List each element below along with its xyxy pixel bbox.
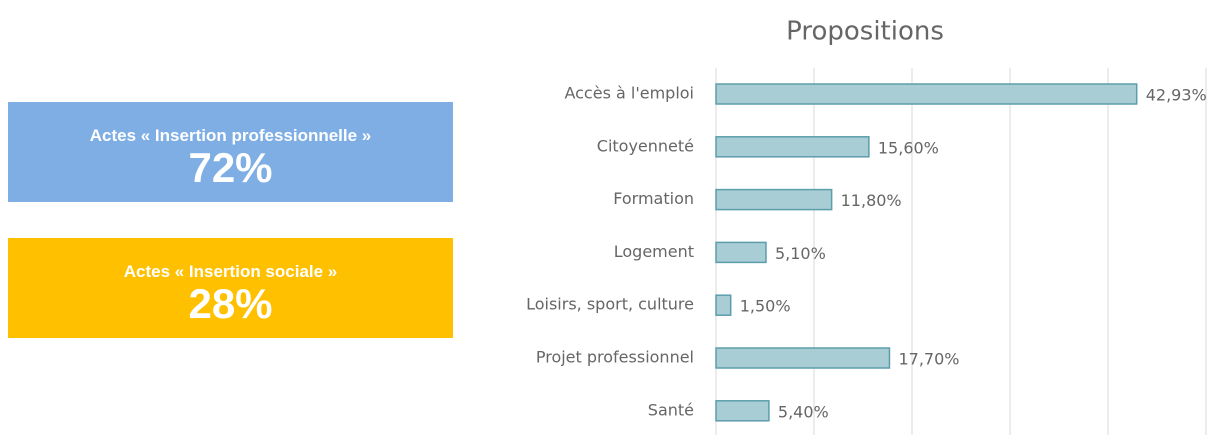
bar [715,347,891,369]
bar [715,241,767,264]
data-label: 5,40% [778,402,829,421]
bar [715,136,870,158]
data-label: 17,70% [898,350,959,369]
y-tick-label: Accès à l'emploi [564,84,694,103]
data-label: 1,50% [740,297,791,316]
data-label: 15,60% [878,138,939,157]
y-tick-label: Projet professionnel [536,348,694,367]
summary-panel: Actes « Insertion sociale » 28% [8,238,453,338]
panel-label: Actes « Insertion professionnelle » [89,126,372,145]
data-label: 42,93% [1146,86,1207,105]
y-tick-label: Logement [614,242,694,261]
y-tick-label: Citoyenneté [597,136,694,155]
bar [715,400,770,422]
y-tick-label: Formation [613,189,694,208]
bar [715,188,833,211]
bar [715,83,1138,105]
panel-value: 72% [188,144,273,191]
data-label: 11,80% [841,191,902,210]
chart-title: Propositions [786,17,944,47]
y-tick-label: Loisirs, sport, culture [526,295,694,314]
y-tick-label: Santé [648,400,694,419]
data-label: 5,10% [775,244,826,263]
panel-value: 28% [188,280,273,327]
bar [715,294,732,316]
summary-panel: Actes « Insertion professionnelle » 72% [8,102,453,202]
panel-label: Actes « Insertion sociale » [123,262,338,281]
